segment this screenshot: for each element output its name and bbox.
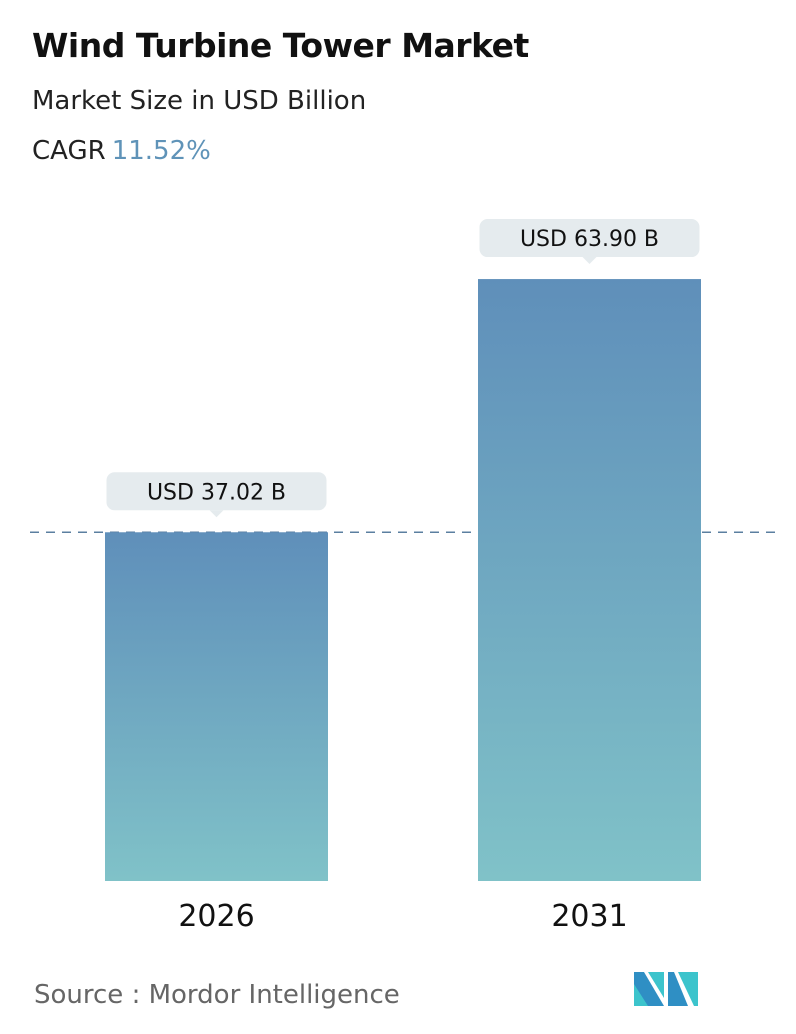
chart-title: Wind Turbine Tower Market [32, 26, 529, 65]
source-note: Source : Mordor Intelligence [34, 980, 400, 1010]
x-tick-label: 2026 [178, 899, 254, 934]
data-label: USD 37.02 B [147, 480, 286, 505]
cagr-value: 11.52% [111, 136, 211, 166]
chart-subtitle: Market Size in USD Billion [32, 86, 367, 116]
cagr-label: CAGR [32, 136, 106, 166]
data-label-box [479, 219, 700, 258]
bar-2026 [105, 532, 328, 881]
data-label-pointer [209, 510, 224, 518]
bar-2031 [478, 279, 701, 881]
data-label-pointer [582, 257, 597, 265]
bar-chart: USD 37.02 B 2026 USD 63.90 B 2031 [30, 219, 780, 934]
x-tick-label: 2031 [551, 899, 627, 934]
cagr: CAGR 11.52% [32, 136, 211, 166]
data-label-box [106, 472, 327, 511]
data-label: USD 63.90 B [520, 227, 659, 252]
